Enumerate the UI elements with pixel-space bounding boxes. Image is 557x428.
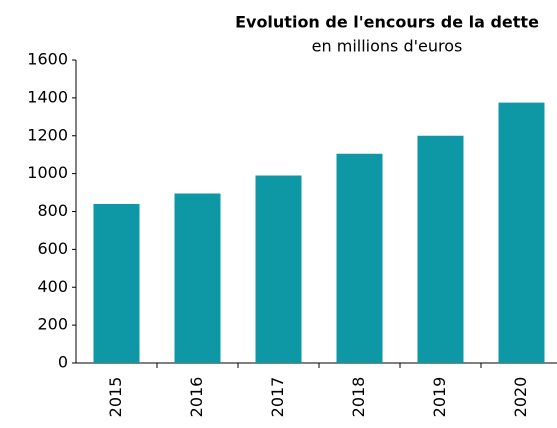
bar <box>93 203 140 363</box>
y-tick-label: 1400 <box>27 87 68 106</box>
bar <box>336 153 383 363</box>
y-tick-label: 200 <box>37 315 68 334</box>
x-tick-label: 2017 <box>268 377 287 418</box>
chart-subtitle: en millions d'euros <box>312 37 463 56</box>
x-tick-label: 2016 <box>187 377 206 418</box>
bar <box>498 102 545 363</box>
chart-title: Evolution de l'encours de la dette <box>235 13 539 32</box>
x-tick-label: 2020 <box>511 377 530 418</box>
y-tick-label: 0 <box>58 353 68 372</box>
y-tick-label: 1600 <box>27 50 68 69</box>
x-tick-label: 2018 <box>349 377 368 418</box>
y-tick-label: 800 <box>37 201 68 220</box>
x-tick-label: 2019 <box>430 377 449 418</box>
y-tick-label: 1200 <box>27 125 68 144</box>
bar <box>174 193 221 363</box>
y-tick-label: 600 <box>37 239 68 258</box>
x-tick-label: 2015 <box>106 377 125 418</box>
bar <box>417 135 464 363</box>
y-tick-label: 1000 <box>27 163 68 182</box>
y-tick-label: 400 <box>37 277 68 296</box>
bar <box>255 175 302 363</box>
